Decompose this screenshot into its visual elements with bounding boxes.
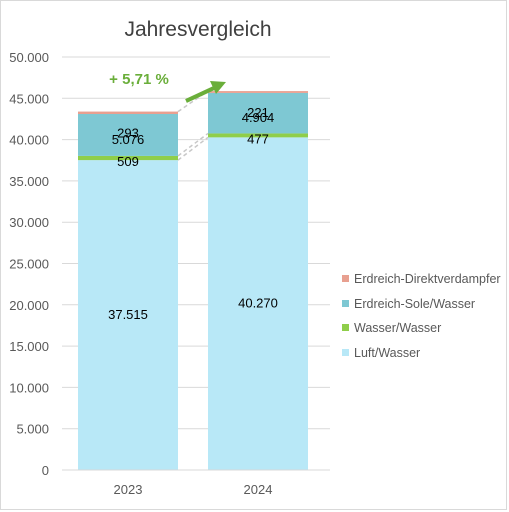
bar-segment	[208, 91, 308, 93]
y-tick-label: 45.000	[9, 91, 49, 106]
y-tick-label: 40.000	[9, 133, 49, 148]
growth-arrow-shaft	[185, 86, 215, 103]
legend: Erdreich-Direktverdampfer Erdreich-Sole/W…	[342, 272, 501, 360]
bar-segment	[78, 111, 178, 114]
data-label: 509	[117, 154, 139, 169]
y-tick-label: 25.000	[9, 257, 49, 272]
data-label: 5.076	[112, 132, 145, 147]
legend-label: Erdreich-Direktverdampfer	[354, 272, 501, 286]
data-label: 37.515	[108, 307, 148, 322]
y-tick-label: 15.000	[9, 339, 49, 354]
growth-annotation-label: + 5,71 %	[109, 71, 169, 88]
x-tick-label: 2023	[114, 482, 143, 497]
legend-label: Erdreich-Sole/Wasser	[354, 297, 475, 311]
bar-segment	[208, 92, 308, 134]
y-tick-label: 0	[42, 463, 49, 478]
growth-arrow-head	[210, 81, 226, 94]
data-label: 221	[247, 105, 269, 120]
y-tick-label: 30.000	[9, 215, 49, 230]
legend-swatch	[342, 275, 349, 282]
legend-swatch	[342, 324, 349, 331]
growth-annotation: + 5,71 %	[109, 71, 226, 103]
y-tick-label: 5.000	[16, 422, 49, 437]
connector-lines	[177, 90, 209, 161]
connector-line	[177, 132, 209, 157]
chart-title: Jahresvergleich	[124, 18, 271, 41]
connector-line	[177, 136, 209, 161]
legend-swatch	[342, 300, 349, 307]
legend-label: Wasser/Wasser	[354, 321, 441, 335]
x-axis: 2023 2024	[62, 469, 330, 497]
y-axis: 0 5.000 10.000 15.000 20.000 25.000 30.000 35.0…	[9, 50, 49, 478]
bar-segment	[78, 160, 178, 470]
data-label: 293	[117, 126, 139, 141]
data-label: 477	[247, 131, 269, 146]
legend-label: Luft/Wasser	[354, 346, 420, 360]
y-tick-label: 50.000	[9, 50, 49, 65]
bar-segment	[208, 137, 308, 470]
data-label: 4.904	[242, 110, 275, 125]
y-tick-label: 35.000	[9, 174, 49, 189]
bar-segment	[78, 155, 178, 161]
y-tick-label: 10.000	[9, 380, 49, 395]
x-tick-label: 2024	[244, 482, 273, 497]
y-tick-label: 20.000	[9, 298, 49, 313]
bar-segment	[208, 133, 308, 138]
legend-swatch	[342, 349, 349, 356]
bar-segment	[78, 113, 178, 156]
data-label: 40.270	[238, 296, 278, 311]
